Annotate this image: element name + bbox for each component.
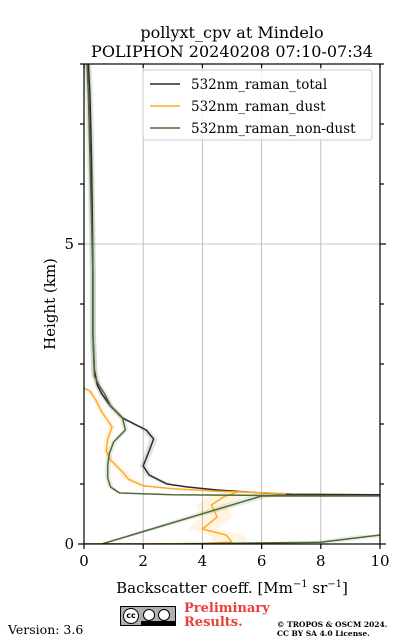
chart-title-line2: POLIPHON 20240208 07:10-07:34 [91, 42, 373, 61]
legend-label-532nm_raman_non-dust: 532nm_raman_non-dust [191, 121, 356, 137]
preliminary-notice: Preliminary Results. [184, 602, 270, 630]
x-axis-label-sup2: −1 [327, 579, 342, 590]
preliminary-line1: Preliminary [184, 601, 270, 616]
sa-share-icon [158, 609, 170, 621]
x-tick-label-2: 2 [138, 552, 148, 570]
copyright-notice: © TROPOS & OSCM 2024. CC BY SA 4.0 Licen… [277, 620, 387, 638]
badge-strip [141, 621, 175, 625]
x-tick-label-0: 0 [79, 552, 89, 570]
y-tick-label-5: 5 [64, 235, 74, 253]
x-axis-label: Backscatter coeff. [Mm−1 sr−1] [116, 579, 348, 597]
plot-frame [83, 63, 381, 545]
y-axis-label: Height (km) [41, 258, 59, 350]
series-line-532nm_raman_dust [84, 387, 287, 544]
x-axis-label-end: ] [342, 579, 348, 597]
version-label: Version: 3.6 [8, 622, 84, 637]
cc-circle-icon: cc [123, 608, 139, 624]
series-lines [84, 64, 380, 544]
by-person-icon [143, 609, 155, 621]
x-tick-label-8: 8 [316, 552, 326, 570]
series-line-532nm_raman_non-dust [84, 64, 380, 544]
x-axis-label-sup1: −1 [293, 579, 308, 590]
cc-by-sa-icon: cc [120, 606, 176, 626]
x-axis-label-start: Backscatter coeff. [Mm [116, 579, 293, 597]
chart-title-line1: pollyxt_cpv at Mindelo [140, 23, 323, 42]
legend: 532nm_raman_total 532nm_raman_dust 532nm_r… [142, 69, 373, 141]
x-tick-label-4: 4 [198, 552, 208, 570]
copyright-line1: © TROPOS & OSCM 2024. [277, 620, 388, 629]
y-tick-label-0: 0 [64, 535, 74, 553]
legend-box [142, 69, 373, 141]
x-tick-label-6: 6 [257, 552, 267, 570]
x-tick-label-10: 10 [370, 552, 389, 570]
preliminary-line2: Results. [184, 615, 243, 630]
x-axis-label-mid: sr [308, 579, 328, 597]
legend-label-532nm_raman_dust: 532nm_raman_dust [191, 99, 326, 115]
legend-label-532nm_raman_total: 532nm_raman_total [191, 77, 327, 93]
copyright-line2: CC BY SA 4.0 License. [277, 629, 370, 638]
